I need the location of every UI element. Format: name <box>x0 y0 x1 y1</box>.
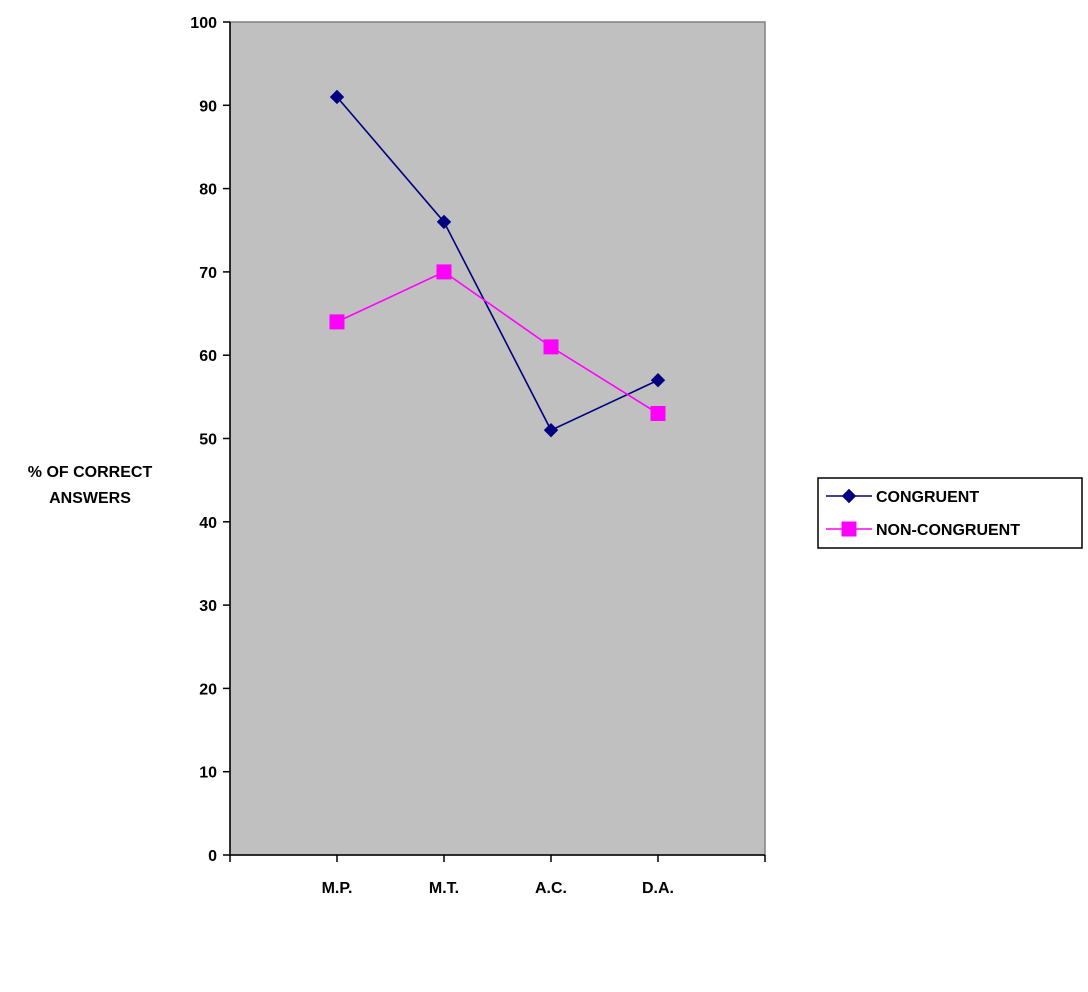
series-layer <box>329 89 666 438</box>
y-tick-label: 90 <box>199 98 217 115</box>
data-point <box>650 406 666 422</box>
legend-marker <box>841 488 857 504</box>
y-tick-label: 40 <box>199 515 217 532</box>
series-line <box>336 96 659 432</box>
data-point <box>650 372 666 388</box>
y-tick-label: 80 <box>199 182 217 199</box>
y-tick-label: 50 <box>199 432 217 449</box>
data-point <box>543 339 559 355</box>
series-1 <box>329 264 666 422</box>
y-tick-label: 0 <box>208 848 217 865</box>
data-point <box>436 264 452 280</box>
x-tick-label: M.P. <box>322 880 353 897</box>
y-tick-label: 10 <box>199 765 217 782</box>
data-point <box>543 422 559 438</box>
y-axis-label-line-1: % OF CORRECT <box>28 464 153 481</box>
y-axis: 0 10 20 30 40 50 60 70 80 90 100 <box>190 15 231 865</box>
y-tick-label: 20 <box>199 681 217 698</box>
series-0 <box>329 89 666 438</box>
y-tick-label: 60 <box>199 348 217 365</box>
legend-entry: CONGRUENT <box>876 489 979 506</box>
y-axis-label-line-2: ANSWERS <box>49 490 131 507</box>
y-tick-label: 100 <box>190 15 217 32</box>
legend-marker <box>841 521 857 537</box>
plot-area <box>229 21 766 856</box>
data-point <box>329 314 345 330</box>
series-line <box>336 270 659 415</box>
x-tick-label: A.C. <box>535 880 567 897</box>
x-tick-label: D.A. <box>642 880 674 897</box>
data-point <box>436 214 452 230</box>
legend-box <box>817 477 1083 549</box>
data-point <box>329 89 345 105</box>
legend: CONGRUENT NON-CONGRUENT <box>817 477 1083 549</box>
x-tick-label: M.T. <box>429 880 459 897</box>
x-axis: M.P. M.T. A.C. D.A. <box>229 854 766 897</box>
y-tick-label: 30 <box>199 598 217 615</box>
legend-entry: NON-CONGRUENT <box>876 522 1020 539</box>
y-tick-label: 70 <box>199 265 217 282</box>
